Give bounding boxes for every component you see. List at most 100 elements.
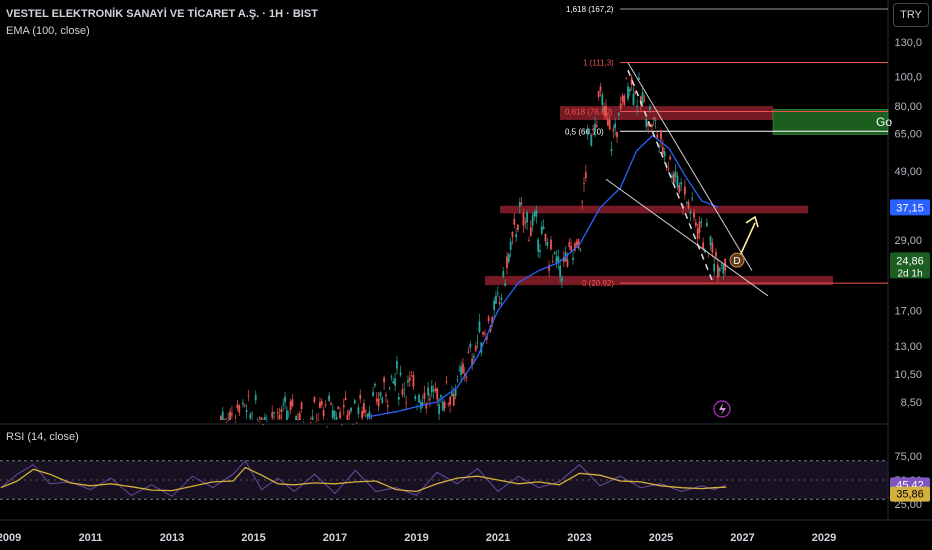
candle-body — [223, 419, 226, 420]
candle-body — [487, 316, 490, 321]
candle-body — [491, 317, 494, 324]
x-tick-label: 2027 — [730, 532, 754, 544]
candle-body — [555, 256, 558, 264]
x-tick-label: 2017 — [323, 532, 347, 544]
candle-body — [372, 392, 375, 396]
rsi-indicator-label[interactable]: RSI (14, close) — [6, 431, 79, 443]
candle-body — [511, 232, 514, 238]
y-tick-label: 130,0 — [894, 37, 922, 49]
candle-body — [568, 242, 571, 247]
candle-body — [324, 405, 327, 407]
candle-body — [656, 134, 659, 138]
ema-indicator-label[interactable]: EMA (100, close) — [6, 25, 90, 37]
y-tick-label: 29,00 — [894, 235, 922, 247]
candle-body — [350, 407, 352, 412]
candle-body — [322, 410, 325, 417]
candle-body — [694, 222, 697, 226]
candle-body — [319, 402, 321, 408]
candle-body — [361, 411, 363, 419]
trendline-lower — [605, 178, 769, 297]
candle-body — [572, 257, 574, 261]
candle-body — [711, 242, 714, 253]
price-badge-countdown: 2d 1h — [897, 268, 922, 279]
candle-body — [495, 295, 497, 304]
candle-body — [500, 297, 503, 300]
candle-body — [496, 293, 499, 295]
candle-body — [418, 394, 420, 403]
candle-body — [520, 202, 523, 204]
candle-body — [583, 183, 585, 185]
candle-body — [375, 398, 378, 402]
candle-body — [251, 413, 253, 415]
candle-body — [434, 388, 437, 392]
candle-body — [374, 383, 376, 386]
candle-body — [346, 414, 349, 420]
candle-body — [256, 419, 259, 421]
candle-body — [707, 253, 710, 255]
candle-body — [649, 106, 651, 111]
candle-body — [537, 239, 540, 252]
candle-body — [678, 185, 681, 193]
candle-body — [550, 239, 552, 250]
candle-body — [663, 151, 666, 157]
candle-body — [672, 173, 675, 183]
candle-body — [507, 253, 510, 262]
candle-body — [443, 401, 446, 409]
candle-body — [502, 271, 505, 277]
candle-body — [399, 372, 402, 376]
candle-body — [359, 394, 362, 400]
candle-body — [284, 396, 286, 403]
x-tick-label: 2015 — [241, 532, 265, 544]
candle-body — [238, 405, 241, 413]
candle-body — [421, 402, 424, 406]
candle-body — [524, 221, 527, 223]
candle-body — [412, 375, 415, 387]
y-tick-label: 80,00 — [894, 101, 922, 113]
candle-body — [715, 251, 717, 257]
candle-body — [509, 241, 512, 250]
candle-body — [317, 419, 319, 421]
fib-label: 1,618 (167,2) — [566, 5, 614, 14]
candle-body — [364, 410, 367, 412]
candle-body — [590, 134, 593, 146]
candle-body — [366, 413, 369, 418]
candle-body — [606, 118, 609, 126]
candle-body — [515, 234, 518, 238]
candle-body — [236, 404, 239, 408]
candle-body — [465, 376, 468, 378]
candle-body — [445, 381, 448, 383]
candle-body — [597, 91, 600, 97]
candle-body — [247, 395, 250, 397]
candle-body — [592, 128, 595, 131]
candle-body — [474, 345, 477, 351]
x-tick-label: 2019 — [404, 532, 428, 544]
candle-body — [529, 227, 532, 237]
candle-body — [254, 395, 257, 401]
candle-body — [689, 211, 692, 214]
y-tick-label: 13,00 — [894, 341, 922, 353]
candle-body — [650, 124, 653, 127]
candle-body — [561, 277, 563, 282]
candle-body — [331, 410, 334, 419]
candle-body — [484, 333, 486, 335]
candle-body — [603, 106, 606, 115]
candle-body — [722, 265, 725, 274]
currency-button[interactable]: TRY — [893, 3, 929, 27]
candle-body — [451, 392, 453, 396]
y-tick-label: 49,00 — [894, 166, 922, 178]
candle-body — [436, 388, 439, 400]
candle-body — [469, 343, 472, 348]
candle-body — [401, 389, 404, 395]
candle-body — [278, 414, 281, 419]
alert-icon — [713, 400, 731, 418]
candle-body — [517, 224, 519, 230]
candle-body — [429, 398, 431, 400]
candle-body — [473, 355, 475, 358]
x-tick-label: 2029 — [812, 532, 836, 544]
candle-body — [425, 402, 428, 409]
candle-body — [595, 125, 598, 127]
candle-body — [335, 416, 338, 420]
candle-body — [559, 265, 562, 277]
candle-body — [273, 412, 275, 414]
